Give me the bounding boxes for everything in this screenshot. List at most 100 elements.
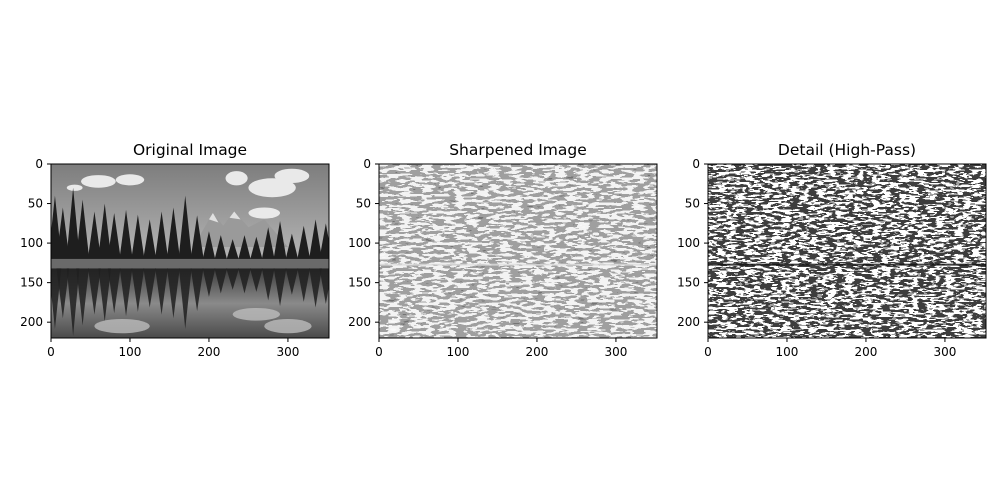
pine-tree xyxy=(118,209,134,263)
pine-tree xyxy=(55,207,70,263)
cloud xyxy=(115,174,145,186)
y-tick-label: 0 xyxy=(363,157,371,171)
pine-tree xyxy=(201,231,217,263)
tree-reflection xyxy=(297,268,311,302)
tree-reflection xyxy=(214,268,228,294)
tree-reflection xyxy=(107,268,121,314)
pine-tree xyxy=(130,214,145,263)
pine-tree xyxy=(97,203,112,263)
x-tick-label: 100 xyxy=(776,345,799,359)
axes-frame xyxy=(50,163,330,339)
pine-tree xyxy=(213,235,228,263)
pine-tree xyxy=(107,213,122,263)
y-tick-label: 50 xyxy=(28,197,43,211)
y-tick-label: 50 xyxy=(685,197,700,211)
pine-tree xyxy=(296,225,311,263)
x-tick-label: 300 xyxy=(604,345,627,359)
cloud xyxy=(81,175,116,188)
tree-reflection xyxy=(250,268,263,292)
pine-tree xyxy=(237,235,252,263)
shoreline-edge xyxy=(379,263,657,266)
pine-tree xyxy=(308,219,323,263)
y-tick-label: 0 xyxy=(692,157,700,171)
pine-tree xyxy=(178,195,193,263)
tree-reflection xyxy=(66,268,80,337)
x-tick-label: 200 xyxy=(198,345,221,359)
x-tick-label: 0 xyxy=(375,345,383,359)
panel-title: Detail (High-Pass) xyxy=(778,141,916,159)
cloud xyxy=(66,184,83,191)
panel-title: Original Image xyxy=(133,141,247,159)
tree-reflection xyxy=(285,268,299,295)
x-tick-label: 0 xyxy=(47,345,55,359)
x-tick-label: 300 xyxy=(276,345,299,359)
tree-reflection xyxy=(88,268,101,315)
shoreline-edge xyxy=(708,263,986,266)
x-tick-label: 300 xyxy=(933,345,956,359)
panel-image xyxy=(51,164,329,338)
shoreline xyxy=(51,258,329,269)
axes-frame xyxy=(707,163,987,339)
tree-reflection xyxy=(226,268,239,290)
cloud-reflection xyxy=(94,319,150,334)
x-tick-label: 200 xyxy=(526,345,549,359)
x-tick-label: 100 xyxy=(119,345,142,359)
edge-texture xyxy=(708,164,986,338)
y-tick-label: 50 xyxy=(356,197,371,211)
pine-tree xyxy=(249,236,264,263)
pine-tree xyxy=(166,207,181,263)
x-tick-label: 100 xyxy=(447,345,470,359)
pine-tree xyxy=(318,223,329,263)
axes-frame xyxy=(378,163,658,339)
y-tick-label: 200 xyxy=(677,315,700,329)
pine-tree xyxy=(142,219,157,263)
cloud xyxy=(248,178,296,198)
panel-highpass: Detail (High-Pass) 0 100 200 300 0 50 100 150 200 xyxy=(677,141,987,359)
tree-reflection xyxy=(119,268,133,317)
pine-tree xyxy=(87,211,102,263)
panel-title: Sharpened Image xyxy=(449,141,587,159)
tree-reflection xyxy=(178,268,192,329)
tree-reflection xyxy=(98,268,112,322)
tree-reflection xyxy=(143,268,157,308)
tree-reflection xyxy=(261,268,275,301)
pine-tree xyxy=(284,233,299,263)
panel-sharpened: Sharpened Image 0 100 200 300 0 50 100 150 200 xyxy=(348,141,658,359)
pine-tree xyxy=(272,220,288,263)
x-tick-label: 200 xyxy=(855,345,878,359)
tree-reflection xyxy=(155,268,168,315)
tree-reflection xyxy=(319,268,329,304)
pine-tree xyxy=(154,211,169,263)
y-tick-label: 150 xyxy=(20,276,43,290)
pine-tree xyxy=(66,187,81,263)
snow-cap xyxy=(229,211,241,220)
tree-reflection xyxy=(56,268,70,319)
y-tick-label: 100 xyxy=(20,236,43,250)
cloud xyxy=(225,171,248,186)
panel-photo: Original Image 0 100 200 300 0 50 100 150 200 xyxy=(20,141,330,359)
cloud-reflection xyxy=(264,319,312,334)
tree-reflection xyxy=(238,268,251,294)
tree-reflection xyxy=(131,268,145,312)
y-tick-label: 150 xyxy=(677,276,700,290)
y-tick-label: 100 xyxy=(348,236,371,250)
y-tick-label: 200 xyxy=(348,315,371,329)
pine-tree xyxy=(261,227,276,263)
y-tick-label: 100 xyxy=(677,236,700,250)
tree-reflection xyxy=(273,268,287,307)
tree-reflection xyxy=(309,268,322,308)
tree-reflection xyxy=(167,268,180,319)
pine-tree xyxy=(75,199,90,263)
cloud xyxy=(274,168,310,183)
edge-texture xyxy=(379,164,657,338)
tree-reflection xyxy=(190,268,204,312)
pine-tree xyxy=(190,215,205,263)
y-tick-label: 150 xyxy=(348,276,371,290)
tree-reflection xyxy=(202,268,216,297)
snow-cap xyxy=(208,213,219,223)
x-tick-label: 0 xyxy=(704,345,712,359)
y-tick-label: 0 xyxy=(35,157,43,171)
pine-tree xyxy=(225,239,240,263)
tree-reflection xyxy=(76,268,89,326)
